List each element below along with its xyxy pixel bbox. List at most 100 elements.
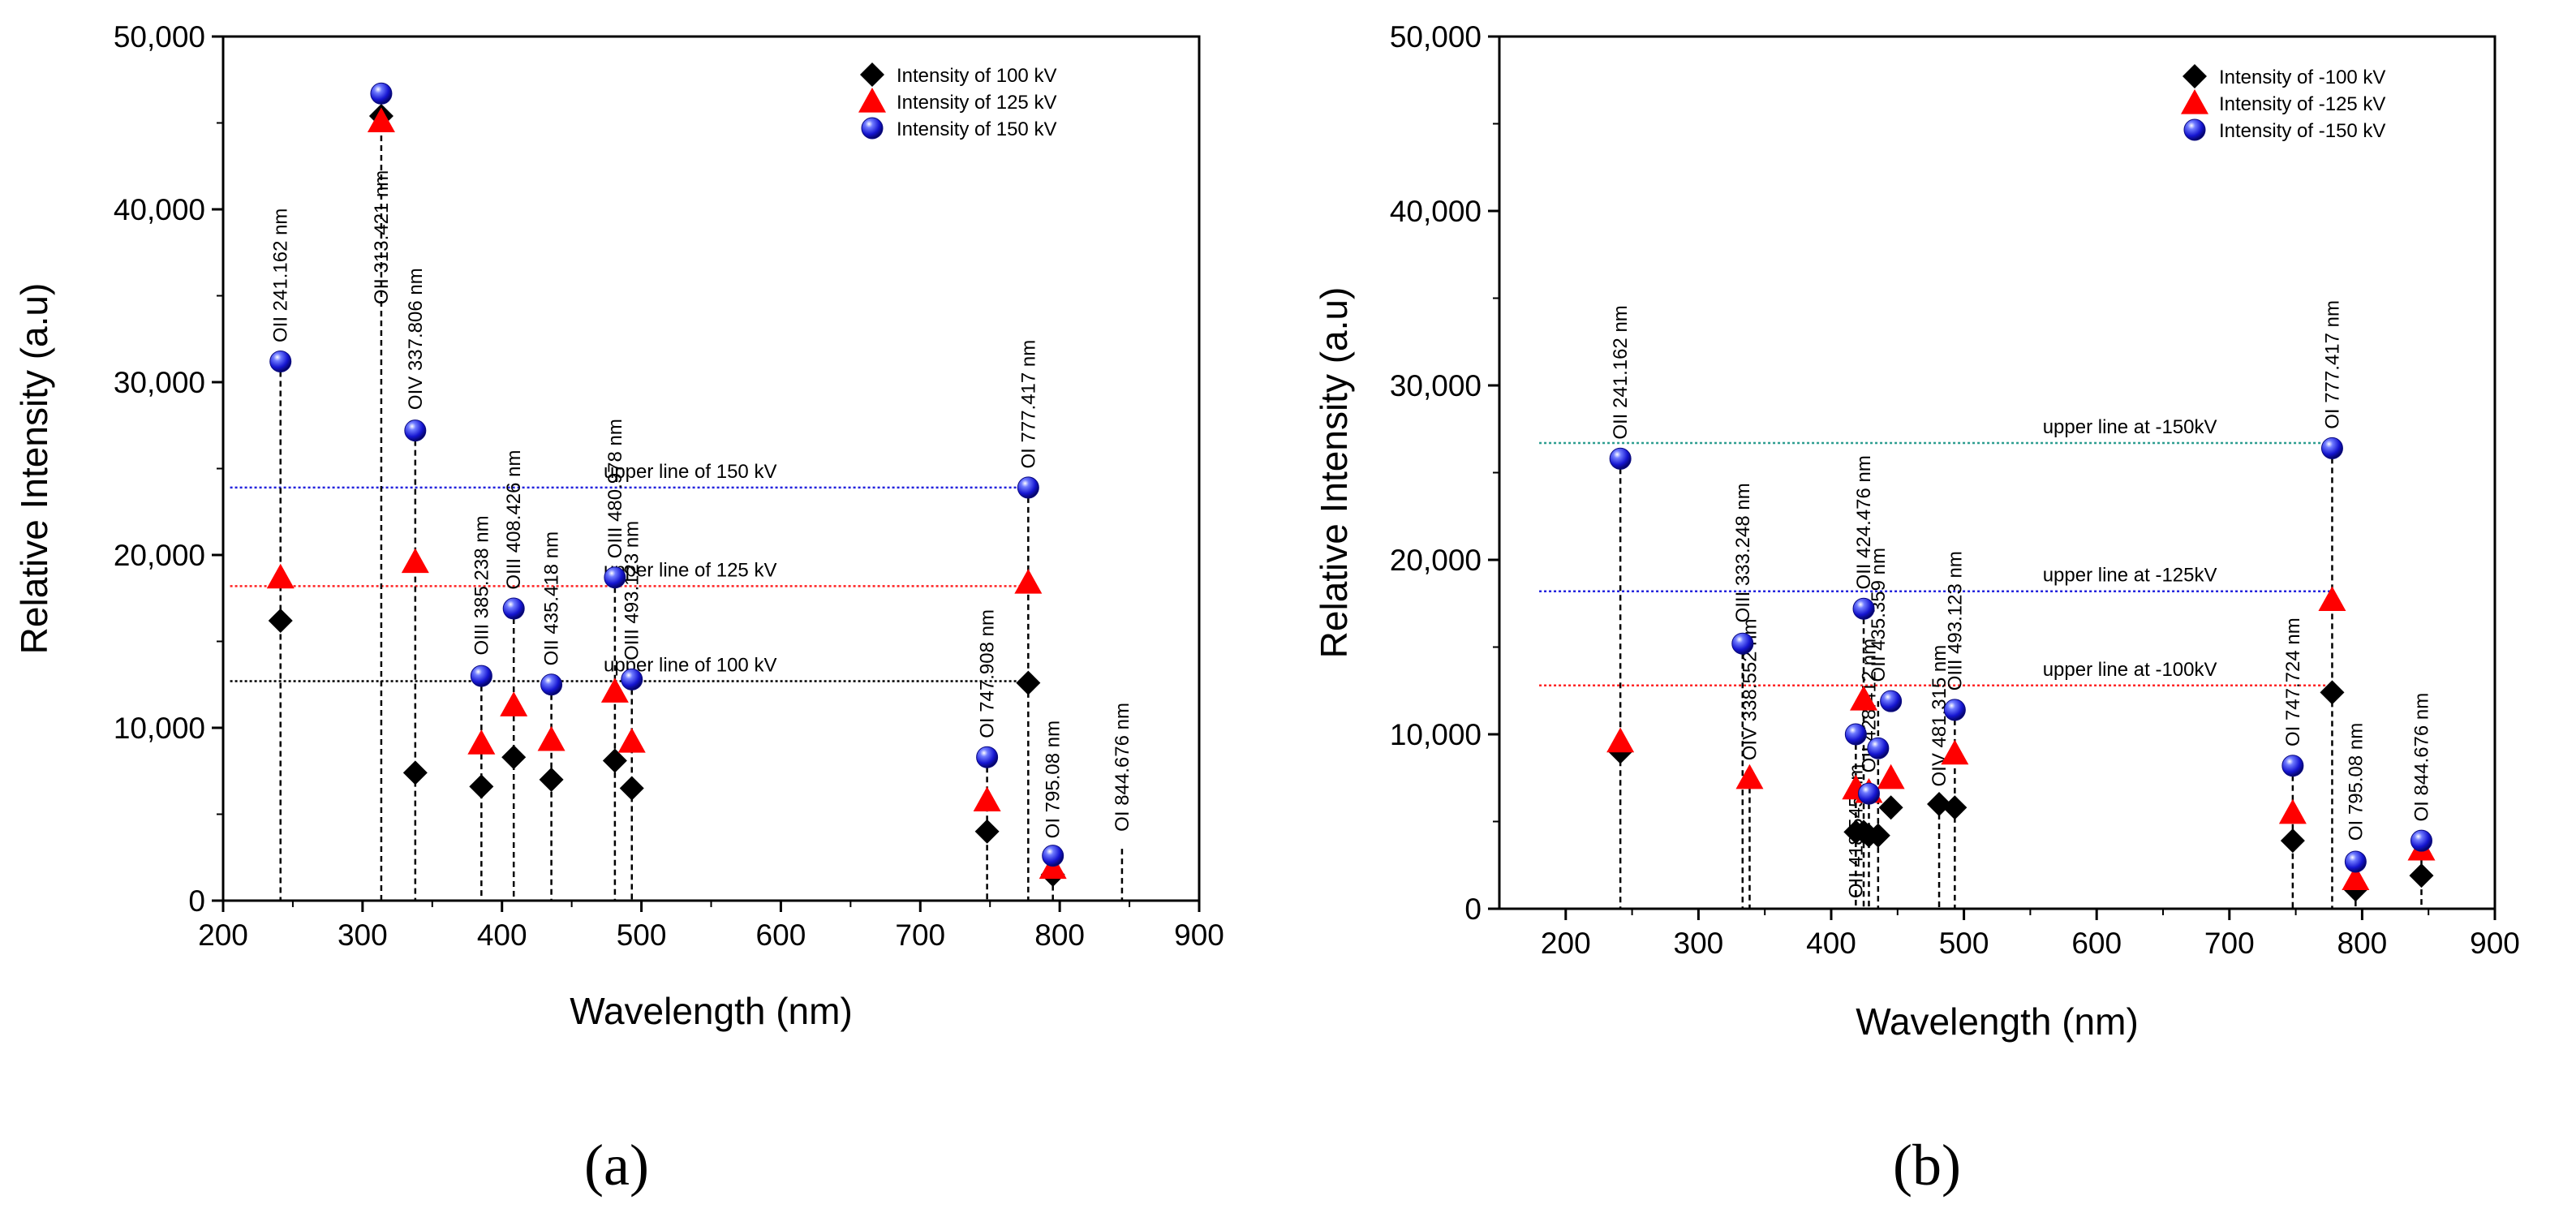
peak-label: OI 777.417 nm: [1017, 340, 1039, 469]
x-tick-label: 300: [338, 918, 388, 952]
x-tick-label: 700: [2204, 927, 2255, 960]
data-point-triangle: [617, 728, 646, 753]
data-point-triangle: [500, 691, 528, 716]
data-point-triangle: [537, 725, 566, 751]
data-point-sphere: [1943, 699, 1966, 721]
legend-label: Intensity of -150 kV: [2219, 120, 2385, 142]
data-point-diamond: [1878, 795, 1903, 820]
y-tick-label: 10,000: [1390, 718, 1482, 751]
x-axis-title: Wavelength (nm): [570, 990, 853, 1032]
x-tick-label: 500: [617, 918, 667, 952]
x-tick-label: 800: [2337, 927, 2388, 960]
y-tick-label: 10,000: [114, 712, 205, 745]
data-point-sphere: [1867, 737, 1890, 759]
x-tick-label: 200: [1541, 927, 1591, 960]
data-point-triangle: [266, 563, 295, 589]
data-point-triangle: [973, 786, 1001, 812]
panel-a: 200 300 400 500 600 700 800 900 0 10,000 20,000 30,…: [13, 20, 1224, 1198]
y-axis-title: Relative Intensity (a.u): [1313, 287, 1355, 659]
data-point-triangle: [1014, 569, 1043, 594]
x-tick-label: 600: [2071, 927, 2122, 960]
data-point-sphere: [621, 668, 643, 690]
y-axis-title: Relative Intensity (a.u): [13, 283, 55, 655]
data-point-diamond: [501, 745, 527, 770]
peak-label: OII 435.418 nm: [541, 531, 563, 665]
reference-line-label: upper line at -150kV: [2043, 416, 2217, 438]
data-point-diamond: [2320, 680, 2345, 705]
data-point-diamond: [469, 774, 494, 799]
y-tick-label: 20,000: [114, 539, 205, 572]
data-point-triangle: [367, 107, 395, 132]
x-tick-label: 200: [198, 918, 248, 952]
data-point-sphere: [604, 566, 626, 589]
data-point-diamond: [619, 776, 644, 801]
data-point-sphere: [1852, 597, 1875, 620]
legend-label: Intensity of 125 kV: [897, 92, 1056, 114]
data-point-sphere: [1042, 845, 1064, 867]
peak-label: OIV 337.806 nm: [405, 268, 427, 410]
peak-label: OII 241.162 nm: [1610, 305, 1632, 439]
peak-label: OI 777.417 nm: [2321, 300, 2343, 429]
x-tick-label: 400: [477, 918, 527, 952]
data-point-triangle: [1606, 727, 1635, 753]
data-point-triangle: [467, 729, 496, 755]
peak-label: OI 747.908 nm: [977, 609, 999, 738]
peak-label: OIII 480.978 nm: [604, 419, 626, 558]
legend-symbol-sphere: [861, 117, 884, 140]
data-point-sphere: [1880, 690, 1903, 712]
reference-line-label: upper line of 125 kV: [604, 559, 776, 581]
panel-b: 200 300 400 500 600 700 800 900 0 10,000 20,000 30,…: [1313, 20, 2520, 1198]
legend-label: Intensity of -125 kV: [2219, 93, 2385, 115]
data-point-diamond: [2409, 863, 2434, 888]
peak-label: OI 844.676 nm: [2410, 693, 2432, 822]
y-tick-label: 0: [188, 884, 205, 918]
y-tick-label: 40,000: [114, 193, 205, 226]
y-tick-label: 50,000: [1390, 20, 1482, 54]
legend-label: Intensity of -100 kV: [2219, 67, 2385, 88]
y-tick-label: 0: [1464, 893, 1482, 926]
legend-symbol-diamond: [2183, 64, 2207, 88]
reference-line-label: upper line of 150 kV: [604, 461, 776, 483]
y-tick-label: 30,000: [1390, 369, 1482, 402]
data-point-diamond: [2280, 828, 2305, 854]
data-point-triangle: [1850, 686, 1878, 711]
legend-label: Intensity of 100 kV: [897, 65, 1056, 87]
panel-label: (a): [584, 1133, 649, 1198]
data-point-sphere: [502, 597, 525, 620]
data-point-triangle: [1877, 764, 1905, 789]
data-point-diamond: [1016, 670, 1041, 695]
x-axis-title: Wavelength (nm): [1856, 1000, 2139, 1043]
y-tick-label: 30,000: [114, 366, 205, 399]
x-tick-label: 700: [895, 918, 945, 952]
data-point-sphere: [370, 82, 393, 105]
peak-label: OIII 408.426 nm: [503, 450, 525, 589]
data-point-triangle: [1735, 764, 1764, 789]
data-point-sphere: [2281, 755, 2304, 777]
reference-line-label: upper line at -100kV: [2043, 659, 2217, 681]
peak-label: OII 313.421 nm: [371, 170, 393, 304]
peak-label: OII 424.476 nm: [1853, 455, 1875, 589]
peak-label: OI 795.08 nm: [1043, 721, 1064, 838]
panel-label: (b): [1893, 1133, 1961, 1198]
data-point-sphere: [269, 350, 292, 372]
data-point-triangle: [600, 678, 629, 703]
data-point-diamond: [602, 748, 627, 773]
peak-label: OIII 493.123 nm: [621, 521, 643, 660]
data-point-sphere: [1609, 447, 1632, 470]
data-point-diamond: [1865, 823, 1890, 848]
legend-symbol-diamond: [860, 62, 884, 87]
x-tick-label: 900: [1174, 918, 1224, 952]
data-point-diamond: [1942, 795, 1967, 820]
x-tick-label: 300: [1674, 927, 1724, 960]
legend-symbol-sphere: [2183, 118, 2206, 141]
data-point-triangle: [1941, 739, 1969, 765]
data-point-diamond: [402, 760, 428, 785]
x-tick-label: 400: [1806, 927, 1856, 960]
legend-label: Intensity of 150 kV: [897, 118, 1056, 140]
x-tick-label: 600: [756, 918, 806, 952]
data-point-sphere: [470, 665, 492, 687]
data-point-triangle: [2278, 798, 2307, 824]
data-point-sphere: [976, 746, 999, 768]
legend-symbol-triangle: [2181, 89, 2208, 114]
